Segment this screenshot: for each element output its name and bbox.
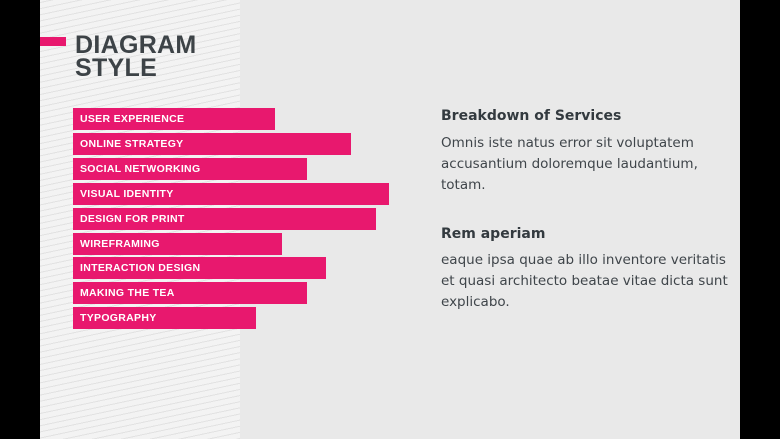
section-body-rem-aperiam: eaque ipsa quae ab illo inventore verita… bbox=[441, 252, 728, 310]
section-body-breakdown: Omnis iste natus error sit voluptatem ac… bbox=[441, 135, 698, 193]
bar-typography: TYPOGRAPHY bbox=[73, 307, 256, 330]
bar-interaction-design: INTERACTION DESIGN bbox=[73, 257, 326, 280]
bar-visual-identity: VISUAL IDENTITY bbox=[73, 182, 389, 205]
section-title-rem-aperiam: Rem aperiam bbox=[441, 226, 546, 242]
bar-making-the-tea: MAKING THE TEA bbox=[73, 282, 307, 305]
bar-online-strategy: ONLINE STRATEGY bbox=[73, 132, 351, 155]
bar-social-networking: SOCIAL NETWORKING bbox=[73, 157, 307, 180]
title-accent-bar bbox=[40, 37, 66, 46]
right-letterbox bbox=[740, 0, 780, 439]
section-title-breakdown: Breakdown of Services bbox=[441, 108, 622, 124]
slide: DIAGRAM STYLE USER EXPERIENCE ONLINE STRA… bbox=[40, 0, 740, 439]
bar-user-experience: USER EXPERIENCE bbox=[73, 108, 275, 130]
bar-design-for-print: DESIGN FOR PRINT bbox=[73, 207, 376, 230]
bar-wireframing: WIREFRAMING bbox=[73, 232, 282, 255]
slide-title: DIAGRAM STYLE bbox=[75, 31, 197, 82]
